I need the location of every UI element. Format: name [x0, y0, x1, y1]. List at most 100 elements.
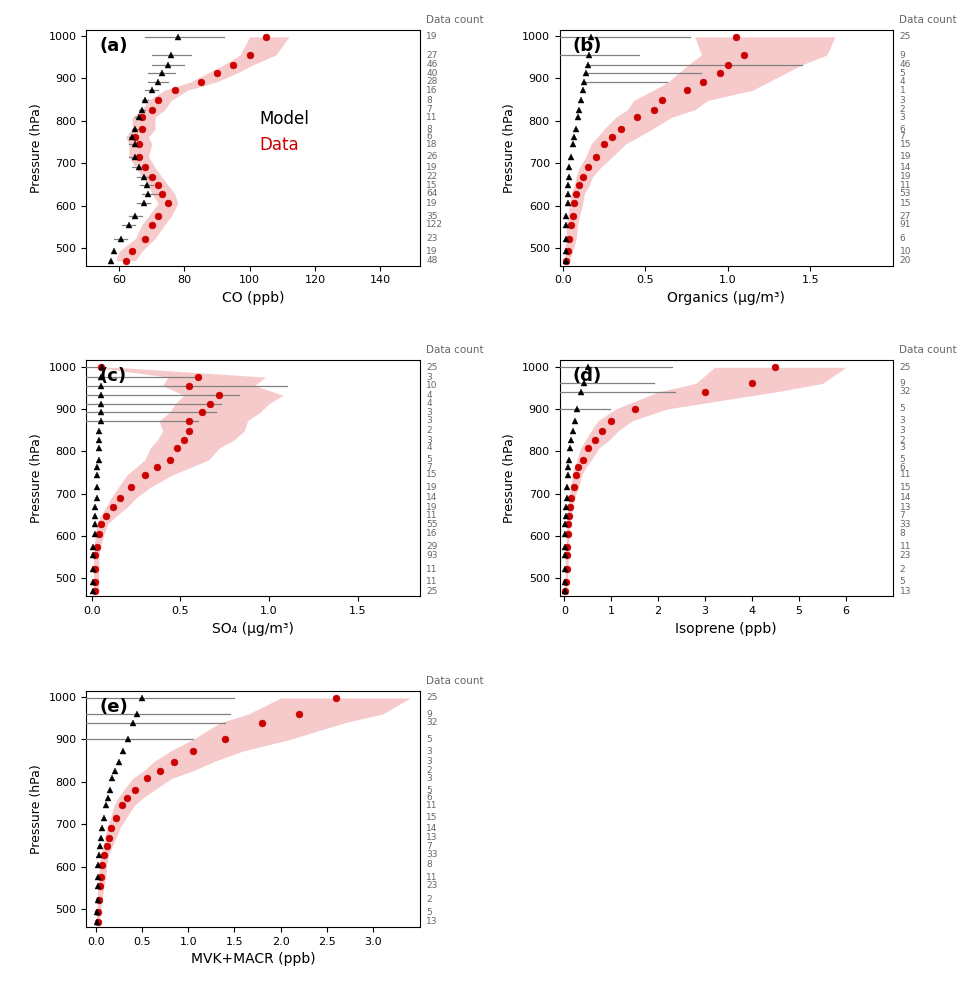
Y-axis label: Pressure (hPa): Pressure (hPa) [503, 103, 516, 192]
Text: 19: 19 [426, 199, 438, 208]
Text: 6: 6 [426, 794, 432, 803]
Text: 15: 15 [426, 180, 438, 189]
Text: Data: Data [259, 136, 300, 154]
Text: 8: 8 [900, 529, 905, 538]
Text: Data count: Data count [900, 15, 957, 25]
Text: (a): (a) [100, 36, 129, 54]
Text: 6: 6 [426, 132, 432, 141]
Text: 2: 2 [426, 895, 432, 904]
Text: 13: 13 [900, 503, 911, 512]
Text: 19: 19 [426, 483, 438, 492]
Text: 11: 11 [900, 542, 911, 551]
Text: 13: 13 [900, 587, 911, 596]
Text: 18: 18 [426, 140, 438, 149]
Text: 16: 16 [426, 86, 438, 95]
Text: 9: 9 [900, 379, 905, 387]
Text: 4: 4 [426, 399, 432, 408]
Text: 15: 15 [426, 813, 438, 822]
Text: 15: 15 [900, 483, 911, 492]
Text: 122: 122 [426, 220, 444, 229]
Text: (e): (e) [100, 698, 129, 716]
Text: 55: 55 [426, 520, 438, 528]
Text: 29: 29 [426, 542, 438, 551]
Text: 25: 25 [900, 33, 911, 41]
Text: 33: 33 [900, 520, 911, 528]
Text: 93: 93 [426, 550, 438, 560]
Text: 91: 91 [900, 220, 911, 229]
Text: 16: 16 [426, 529, 438, 538]
Text: 11: 11 [426, 801, 438, 810]
Text: 2: 2 [900, 106, 905, 114]
Text: 11: 11 [900, 470, 911, 479]
Text: 6: 6 [900, 234, 905, 244]
Text: 8: 8 [426, 860, 432, 869]
Text: Data count: Data count [426, 15, 484, 25]
Text: 11: 11 [900, 180, 911, 189]
Text: 46: 46 [426, 60, 438, 69]
Text: 7: 7 [426, 842, 432, 851]
Text: 19: 19 [900, 152, 911, 162]
Text: 7: 7 [426, 462, 432, 472]
Text: 14: 14 [900, 493, 911, 503]
Text: 3: 3 [426, 416, 432, 425]
Text: 3: 3 [426, 757, 432, 766]
Text: 4: 4 [900, 77, 905, 86]
Text: 3: 3 [900, 426, 905, 436]
X-axis label: SO₄ (μg/m³): SO₄ (μg/m³) [212, 621, 294, 636]
Text: 3: 3 [426, 373, 432, 382]
Text: 14: 14 [426, 824, 438, 833]
Text: 19: 19 [426, 33, 438, 41]
Text: Data count: Data count [426, 676, 484, 686]
Text: 4: 4 [426, 390, 432, 400]
Text: 32: 32 [426, 718, 438, 727]
Text: 20: 20 [900, 256, 911, 265]
Text: Data count: Data count [900, 345, 957, 355]
Text: 9: 9 [900, 50, 905, 59]
Text: 14: 14 [900, 163, 911, 172]
Text: 35: 35 [426, 212, 438, 221]
Text: 13: 13 [426, 917, 438, 926]
Text: 3: 3 [900, 96, 905, 105]
Text: 7: 7 [426, 106, 432, 114]
Text: 3: 3 [426, 436, 432, 445]
Text: 23: 23 [426, 234, 438, 244]
X-axis label: Organics (μg/m³): Organics (μg/m³) [667, 291, 785, 305]
Text: 2: 2 [900, 436, 905, 445]
Y-axis label: Pressure (hPa): Pressure (hPa) [30, 103, 43, 192]
Text: 7: 7 [900, 132, 905, 141]
Text: 3: 3 [900, 416, 905, 425]
Text: 9: 9 [426, 710, 432, 719]
Text: 28: 28 [426, 77, 438, 86]
Text: (d): (d) [573, 367, 602, 386]
Text: 3: 3 [426, 408, 432, 417]
Text: 25: 25 [426, 363, 438, 372]
Text: 11: 11 [426, 511, 438, 521]
X-axis label: CO (ppb): CO (ppb) [222, 291, 284, 305]
Text: 46: 46 [900, 60, 911, 69]
Text: 2: 2 [426, 426, 432, 436]
Text: 27: 27 [426, 50, 438, 59]
Text: 23: 23 [426, 881, 438, 890]
Text: 5: 5 [900, 456, 905, 464]
Text: 25: 25 [426, 693, 438, 702]
Text: Model: Model [259, 110, 309, 128]
Text: 14: 14 [426, 493, 438, 503]
Text: (b): (b) [573, 36, 602, 54]
Text: 3: 3 [900, 112, 905, 122]
Text: 19: 19 [900, 173, 911, 181]
Text: 15: 15 [426, 470, 438, 479]
Text: 19: 19 [426, 503, 438, 512]
Text: 5: 5 [900, 69, 905, 78]
Text: 6: 6 [900, 462, 905, 472]
Text: 15: 15 [900, 140, 911, 149]
Text: 32: 32 [900, 387, 911, 396]
Text: 8: 8 [426, 96, 432, 105]
Text: 25: 25 [426, 587, 438, 596]
Y-axis label: Pressure (hPa): Pressure (hPa) [30, 433, 43, 524]
Text: 23: 23 [900, 550, 911, 560]
Text: 11: 11 [426, 112, 438, 122]
Text: Data count: Data count [426, 345, 484, 355]
X-axis label: Isoprene (ppb): Isoprene (ppb) [676, 621, 777, 636]
Text: 19: 19 [426, 246, 438, 255]
Text: 8: 8 [426, 124, 432, 134]
